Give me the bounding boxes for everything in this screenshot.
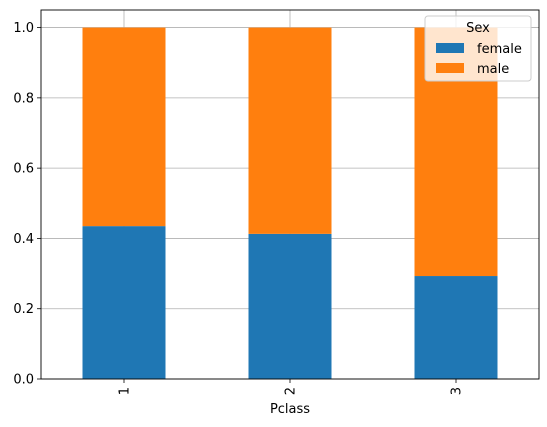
x-tick-label: 3 <box>450 387 465 395</box>
legend-swatch-female <box>436 43 464 53</box>
bar-female-3 <box>414 276 498 379</box>
y-tick-label: 0.4 <box>13 232 34 247</box>
y-tick-label: 0.0 <box>13 373 34 388</box>
legend-title: Sex <box>466 21 490 36</box>
y-tick-label: 1.0 <box>13 21 34 36</box>
bar-male-1 <box>82 27 166 227</box>
x-tick-label: 1 <box>118 387 133 395</box>
legend-label-male: male <box>477 62 509 77</box>
x-axis: 1 2 3 <box>118 379 465 395</box>
y-tick-label: 0.6 <box>13 162 34 177</box>
legend: Sex female male <box>424 15 532 82</box>
y-tick-label: 0.8 <box>13 91 34 106</box>
bars <box>82 27 498 379</box>
legend-swatch-male <box>436 63 464 73</box>
bar-female-1 <box>82 226 166 379</box>
x-axis-label: Pclass <box>270 402 310 417</box>
legend-label-female: female <box>477 42 522 57</box>
bar-female-2 <box>248 233 332 379</box>
y-tick-label: 0.2 <box>13 302 34 317</box>
y-axis: 0.0 0.2 0.4 0.6 0.8 1.0 <box>13 21 41 388</box>
bar-male-2 <box>248 27 332 234</box>
x-tick-label: 2 <box>284 387 299 395</box>
